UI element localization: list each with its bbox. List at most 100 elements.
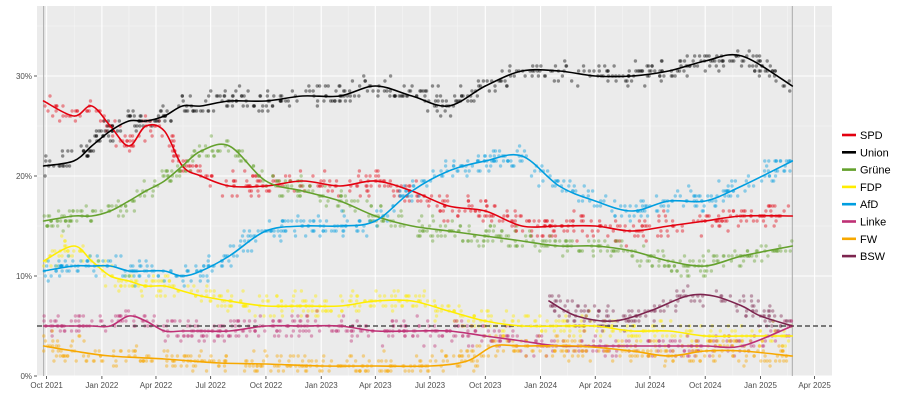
poll-dot — [778, 324, 783, 328]
poll-dot — [727, 339, 732, 343]
poll-dot — [553, 299, 557, 303]
poll-dot — [334, 179, 339, 183]
poll-dot — [616, 239, 620, 243]
poll-dot — [97, 129, 101, 133]
poll-dot — [430, 354, 434, 358]
poll-dot — [530, 349, 534, 353]
poll-dot — [714, 339, 718, 343]
poll-dot — [353, 359, 358, 363]
major-gridlines — [37, 6, 832, 377]
poll-dot — [77, 319, 81, 323]
poll-dot — [277, 179, 282, 183]
poll-dot — [662, 364, 667, 368]
poll-dot — [245, 359, 249, 363]
poll-dot — [531, 64, 535, 68]
poll-dot — [582, 309, 586, 313]
poll-dot — [314, 359, 318, 363]
poll-dot — [428, 334, 433, 338]
poll-dot — [444, 354, 448, 358]
poll-dot — [301, 309, 306, 313]
poll-dot — [743, 189, 747, 193]
poll-dot — [673, 334, 677, 338]
poll-dot — [383, 79, 387, 83]
poll-dot — [630, 309, 634, 313]
poll-dot — [388, 179, 392, 183]
poll-dot — [352, 199, 357, 203]
poll-dot — [97, 259, 101, 263]
poll-dot — [390, 319, 394, 323]
poll-dot — [408, 89, 413, 93]
poll-dot — [564, 239, 569, 243]
poll-dot — [251, 164, 256, 168]
poll-dot — [455, 319, 459, 323]
poll-dot — [580, 349, 585, 353]
poll-dot — [313, 294, 318, 298]
poll-dot — [304, 314, 309, 318]
poll-dot — [751, 219, 756, 223]
poll-dot — [205, 174, 210, 178]
poll-dot — [597, 349, 601, 353]
poll-dot — [635, 354, 640, 358]
poll-dot — [630, 254, 634, 258]
poll-dot — [514, 214, 518, 218]
poll-dot — [65, 164, 69, 168]
poll-dot — [242, 239, 247, 243]
poll-dot — [443, 109, 447, 113]
poll-dot — [447, 304, 451, 308]
poll-dot — [373, 174, 378, 178]
poll-dot — [167, 279, 171, 283]
poll-dot — [645, 224, 649, 228]
poll-dot — [177, 174, 182, 178]
poll-dot — [689, 189, 693, 193]
poll-dot — [374, 289, 378, 293]
poll-dot — [207, 254, 211, 258]
poll-dot — [733, 179, 738, 183]
poll-dot — [134, 344, 139, 348]
poll-dot — [223, 304, 227, 308]
poll-dot — [62, 354, 66, 358]
poll-dot — [455, 169, 459, 173]
poll-dot — [520, 159, 524, 163]
poll-dot — [85, 359, 89, 363]
poll-dot — [506, 334, 510, 338]
poll-dot — [539, 244, 544, 248]
poll-dot — [790, 239, 794, 243]
poll-dot — [376, 89, 381, 93]
poll-dot — [701, 209, 706, 213]
poll-dot — [410, 179, 415, 183]
poll-dot — [302, 219, 306, 223]
poll-dot — [646, 354, 651, 358]
poll-dot — [488, 224, 493, 228]
poll-dot — [511, 349, 516, 353]
poll-dot — [249, 249, 254, 253]
poll-dot — [763, 159, 767, 163]
poll-dot — [60, 154, 65, 158]
poll-dot — [256, 334, 261, 338]
poll-dot — [466, 319, 471, 323]
poll-dot — [419, 214, 424, 218]
poll-dot — [629, 359, 633, 363]
poll-dot — [404, 184, 408, 188]
poll-dot — [179, 169, 183, 173]
poll-dot — [271, 319, 276, 323]
poll-dot — [598, 249, 603, 253]
poll-dot — [506, 159, 510, 163]
poll-dot — [613, 249, 618, 253]
poll-dot — [675, 294, 679, 298]
poll-dot — [572, 334, 576, 338]
poll-dot — [349, 339, 354, 343]
poll-dot — [648, 339, 653, 343]
poll-dot — [668, 339, 672, 343]
poll-dot — [299, 174, 303, 178]
poll-dot — [272, 334, 277, 338]
poll-dot — [130, 284, 135, 288]
poll-dot — [461, 94, 465, 98]
poll-dot — [466, 199, 471, 203]
poll-dot — [280, 94, 284, 98]
poll-dot — [714, 64, 718, 68]
poll-dot — [623, 224, 627, 228]
poll-dot — [542, 74, 547, 78]
poll-dot — [658, 309, 663, 313]
poll-dot — [786, 204, 791, 208]
poll-dot — [450, 219, 455, 223]
